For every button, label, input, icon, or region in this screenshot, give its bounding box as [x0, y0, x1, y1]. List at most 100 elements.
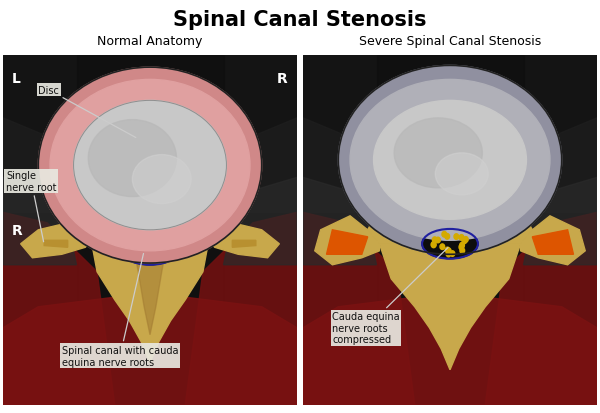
Circle shape	[141, 249, 146, 255]
Polygon shape	[446, 160, 454, 216]
Circle shape	[127, 244, 132, 251]
Circle shape	[459, 235, 464, 241]
Circle shape	[450, 251, 455, 257]
Circle shape	[462, 238, 467, 244]
Polygon shape	[3, 178, 77, 265]
Circle shape	[431, 242, 436, 247]
Circle shape	[166, 239, 171, 245]
Polygon shape	[532, 230, 574, 255]
Circle shape	[132, 238, 137, 244]
Text: Single
nerve root: Single nerve root	[6, 171, 56, 242]
Polygon shape	[209, 223, 280, 258]
Polygon shape	[523, 178, 597, 265]
Ellipse shape	[394, 119, 482, 188]
Circle shape	[140, 230, 145, 237]
Circle shape	[433, 237, 437, 243]
Circle shape	[445, 247, 450, 253]
Circle shape	[166, 234, 171, 240]
Circle shape	[167, 237, 173, 243]
Text: R: R	[12, 223, 23, 237]
Circle shape	[440, 244, 445, 250]
Polygon shape	[85, 202, 121, 241]
Ellipse shape	[117, 227, 183, 265]
Polygon shape	[3, 119, 85, 213]
Polygon shape	[3, 213, 115, 405]
Ellipse shape	[418, 164, 482, 206]
Circle shape	[445, 234, 449, 240]
Polygon shape	[303, 178, 377, 265]
Polygon shape	[368, 160, 433, 209]
Ellipse shape	[350, 80, 550, 241]
Ellipse shape	[88, 120, 176, 197]
Polygon shape	[20, 223, 91, 258]
Ellipse shape	[422, 229, 478, 259]
Circle shape	[454, 234, 458, 240]
Ellipse shape	[50, 80, 250, 251]
Polygon shape	[521, 216, 585, 265]
Circle shape	[128, 237, 133, 244]
Ellipse shape	[133, 155, 191, 204]
Polygon shape	[185, 213, 297, 405]
Polygon shape	[368, 195, 532, 244]
Polygon shape	[44, 241, 68, 248]
Polygon shape	[303, 119, 385, 213]
Polygon shape	[133, 241, 167, 335]
Circle shape	[127, 244, 132, 250]
Circle shape	[162, 235, 167, 241]
Circle shape	[146, 252, 151, 258]
Circle shape	[158, 253, 163, 260]
Polygon shape	[326, 230, 368, 255]
Text: Spinal Canal Stenosis: Spinal Canal Stenosis	[173, 10, 427, 30]
Polygon shape	[223, 178, 297, 265]
Ellipse shape	[74, 101, 226, 230]
Circle shape	[137, 247, 143, 253]
Polygon shape	[3, 293, 297, 405]
Polygon shape	[303, 56, 597, 405]
Ellipse shape	[374, 101, 526, 220]
Polygon shape	[377, 56, 523, 405]
Polygon shape	[379, 244, 521, 370]
Circle shape	[163, 252, 168, 258]
Circle shape	[158, 248, 164, 254]
Polygon shape	[215, 119, 297, 213]
Circle shape	[155, 233, 161, 240]
Ellipse shape	[38, 68, 262, 263]
Circle shape	[163, 244, 168, 251]
Circle shape	[162, 247, 167, 253]
Text: Spinal canal with cauda
equina nerve roots: Spinal canal with cauda equina nerve roo…	[62, 254, 178, 367]
Polygon shape	[303, 293, 597, 405]
Polygon shape	[85, 209, 215, 241]
Polygon shape	[485, 213, 597, 405]
Polygon shape	[303, 213, 415, 405]
Ellipse shape	[403, 164, 497, 227]
Polygon shape	[467, 160, 532, 209]
Polygon shape	[515, 119, 597, 213]
Circle shape	[436, 237, 440, 243]
Circle shape	[460, 248, 464, 254]
Text: Normal Anatomy: Normal Anatomy	[97, 35, 203, 48]
Ellipse shape	[435, 154, 488, 195]
Polygon shape	[463, 160, 472, 216]
Circle shape	[145, 256, 151, 263]
Polygon shape	[232, 241, 256, 248]
Circle shape	[460, 243, 464, 248]
Text: Cauda equina
nerve roots
compressed: Cauda equina nerve roots compressed	[332, 248, 448, 344]
Text: Severe Spinal Canal Stenosis: Severe Spinal Canal Stenosis	[359, 35, 541, 48]
Circle shape	[446, 248, 451, 254]
Circle shape	[446, 252, 451, 257]
Polygon shape	[77, 56, 223, 405]
Polygon shape	[91, 241, 209, 363]
Polygon shape	[428, 160, 437, 216]
Circle shape	[144, 233, 149, 240]
Ellipse shape	[130, 248, 170, 262]
Circle shape	[463, 237, 468, 242]
Text: Disc: Disc	[38, 85, 136, 138]
Polygon shape	[410, 160, 419, 216]
Circle shape	[144, 251, 149, 257]
Circle shape	[459, 244, 464, 250]
Text: L: L	[12, 71, 20, 85]
Ellipse shape	[338, 66, 562, 255]
Polygon shape	[481, 160, 490, 216]
Circle shape	[442, 232, 446, 237]
Circle shape	[431, 242, 436, 248]
